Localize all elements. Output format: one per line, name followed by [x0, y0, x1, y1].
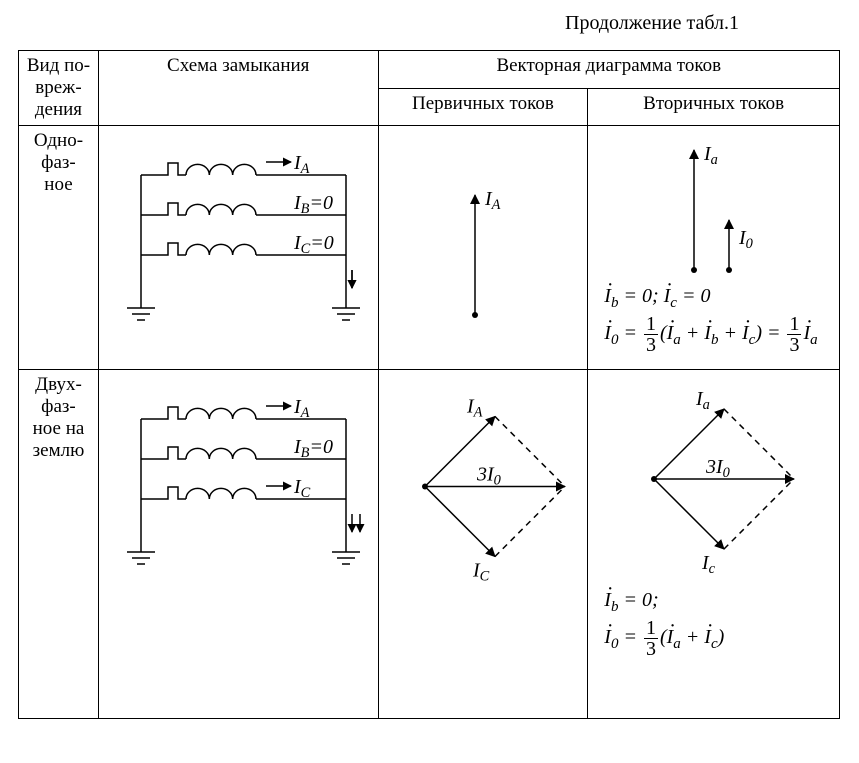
kind-label-1: Двух-фаз-ное на землю: [33, 374, 85, 461]
primary-vector-diagram-1: IA IC 3I0: [381, 374, 586, 599]
svg-text:IA: IA: [484, 188, 501, 213]
scheme-diagram-0: IA IB=0 IC=0: [101, 130, 376, 355]
kind-label-0: Одно-фаз-ное: [34, 130, 83, 195]
svg-text:IA: IA: [466, 396, 483, 421]
prim-cell-1: IA IC 3I0: [378, 370, 588, 719]
svg-text:Ic: Ic: [701, 552, 716, 577]
kind-cell-0: Одно-фаз-ное: [19, 126, 99, 370]
svg-text:IB=0: IB=0: [293, 192, 333, 217]
row-single-phase: Одно-фаз-ное IA IB=0 IC=0 IA Ia I0 Ib = 0; …: [19, 126, 840, 370]
header-kind: Вид по-вреж-дения: [19, 51, 99, 126]
svg-text:IC=0: IC=0: [293, 232, 334, 257]
header-secondary: Вторичных токов: [588, 88, 840, 126]
header-vector-group: Векторная диаграмма токов: [378, 51, 839, 89]
svg-text:I0: I0: [738, 227, 754, 252]
prim-cell-0: IA: [378, 126, 588, 370]
svg-text:IA: IA: [293, 152, 310, 177]
table-continuation-title: Продолжение табл.1: [565, 12, 739, 35]
scheme-diagram-1: IA IB=0 IC: [101, 374, 376, 599]
equations-0: Ib = 0; Ic = 0I0 = 13(Ia + Ib + Ic) = 13…: [590, 280, 837, 361]
svg-text:Ia: Ia: [695, 388, 710, 413]
header-secondary-label: Вторичных токов: [643, 93, 784, 114]
header-vector-group-label: Векторная диаграмма токов: [496, 55, 721, 76]
secondary-vector-diagram-0: Ia I0: [590, 130, 837, 280]
kind-cell-1: Двух-фаз-ное на землю: [19, 370, 99, 719]
primary-vector-diagram-0: IA: [381, 130, 586, 355]
header-kind-label: Вид по-вреж-дения: [27, 55, 90, 120]
equations-1: Ib = 0;I0 = 13(Ia + Ic): [590, 584, 837, 665]
row-two-phase-ground: Двух-фаз-ное на землю IA IB=0 IC IA IC 3I0 I…: [19, 370, 840, 719]
fault-table: Вид по-вреж-дения Схема замыкания Вектор…: [18, 50, 840, 719]
scheme-cell-0: IA IB=0 IC=0: [98, 126, 378, 370]
svg-text:IB=0: IB=0: [293, 436, 333, 461]
svg-text:IA: IA: [293, 396, 310, 421]
svg-text:Ia: Ia: [703, 143, 718, 168]
header-primary: Первичных токов: [378, 88, 588, 126]
svg-text:IC: IC: [293, 476, 311, 501]
svg-text:3I0: 3I0: [476, 464, 502, 489]
scheme-cell-1: IA IB=0 IC: [98, 370, 378, 719]
header-row-1: Вид по-вреж-дения Схема замыкания Вектор…: [19, 51, 840, 89]
header-scheme: Схема замыкания: [98, 51, 378, 126]
header-scheme-label: Схема замыкания: [167, 55, 309, 76]
sec-cell-1: Ia Ic 3I0 Ib = 0;I0 = 13(Ia + Ic): [588, 370, 840, 719]
sec-cell-0: Ia I0 Ib = 0; Ic = 0I0 = 13(Ia + Ib + Ic)…: [588, 126, 840, 370]
svg-text:IC: IC: [472, 560, 490, 585]
svg-text:3I0: 3I0: [705, 456, 731, 481]
page: Продолжение табл.1 Вид по-вреж-дения Схе…: [0, 0, 859, 763]
header-primary-label: Первичных токов: [412, 93, 554, 114]
secondary-vector-diagram-1: Ia Ic 3I0: [590, 374, 837, 584]
